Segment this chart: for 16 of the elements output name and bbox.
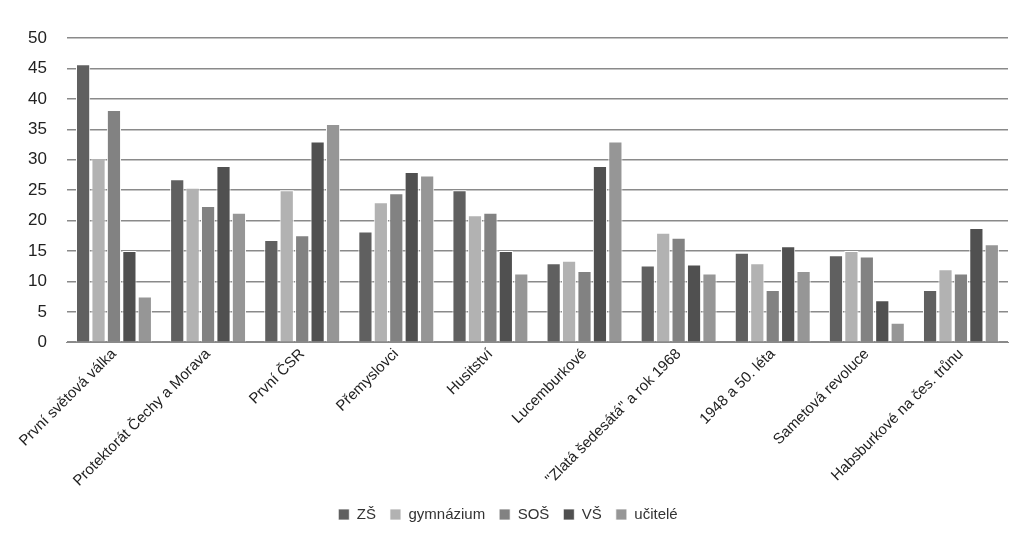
y-tick-label: 20 <box>27 210 47 230</box>
y-tick-label: 45 <box>27 58 47 78</box>
y-tick-label: 5 <box>37 301 47 321</box>
legend-label: gymnázium <box>408 504 486 522</box>
legend-label: SOŠ <box>517 504 550 522</box>
y-tick-label: 25 <box>27 179 47 199</box>
legend-label: VŠ <box>581 504 602 522</box>
y-tick-label: 0 <box>37 331 47 351</box>
y-tick-label: 10 <box>27 271 47 291</box>
y-tick-label: 15 <box>27 240 47 260</box>
y-tick-label: 50 <box>27 27 47 47</box>
y-tick-label: 30 <box>27 149 47 169</box>
legend-label: učitelé <box>634 504 678 522</box>
legend-label: ZŠ <box>356 504 376 522</box>
y-tick-label: 35 <box>27 119 47 139</box>
y-tick-label: 40 <box>27 88 47 108</box>
